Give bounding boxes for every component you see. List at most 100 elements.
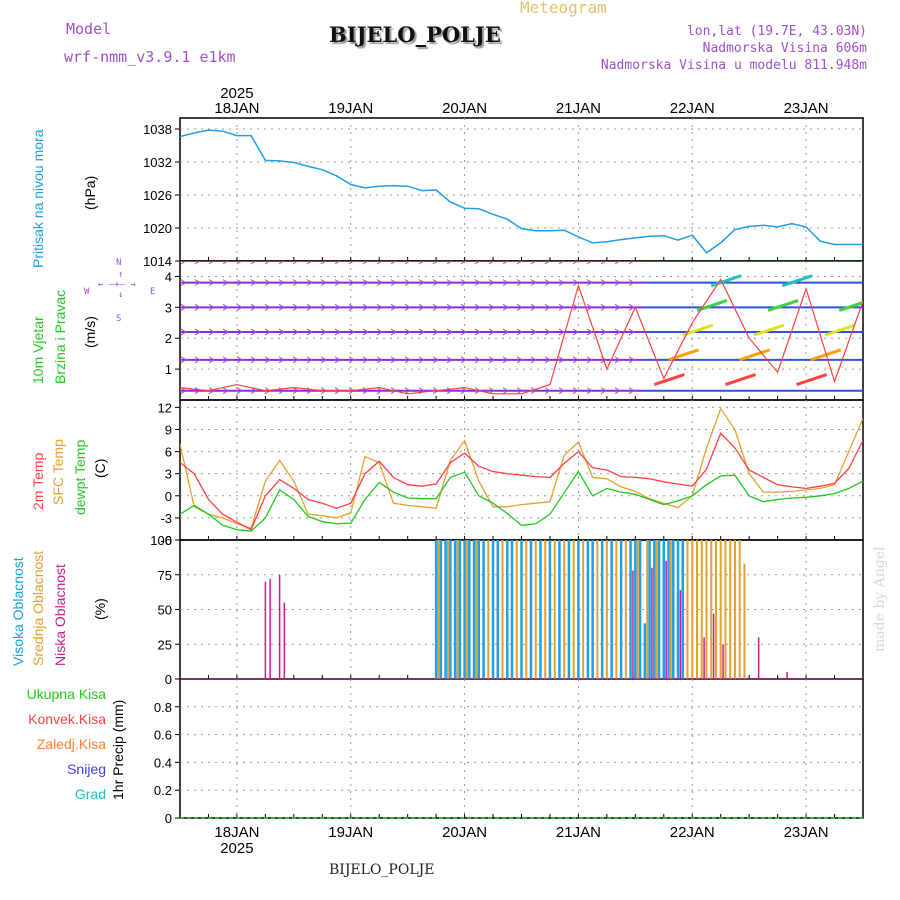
ytick-label-pressure: 1038 [143,122,172,137]
ytick-label-pressure: 1020 [143,221,172,236]
ytick-label-wind: 4 [165,269,172,284]
wind-arrow [194,303,201,311]
panel-frame-precip [179,678,864,819]
wind-arrow [446,303,453,311]
wind-rose-arrows: ↑ ← –+– → ↓ [98,270,136,300]
wind-gust-arrow [838,300,863,312]
wind-arrow [586,261,593,265]
ytick-label-pressure: 1014 [143,254,172,269]
wind-arrow [446,279,453,287]
wind-arrow [572,356,579,364]
wind-arrow [320,303,327,311]
year-label-top: 2025 [220,85,253,102]
wind-arrow [362,356,369,364]
app-title: Meteogram [520,0,607,17]
wind-arrow [264,356,271,364]
wind-arrow [488,261,495,265]
wind-arrow [180,303,187,311]
wind-arrow [306,328,313,336]
wind-arrow [334,279,341,287]
ytick-label-wind: 3 [165,300,172,315]
wind-arrow [474,356,481,364]
wind-arrow [558,303,565,311]
wind-arrow [516,303,523,311]
wind-arrow [292,303,299,311]
wind-arrow [600,328,607,336]
wind-arrow [614,279,621,287]
wind-gust-arrow [682,323,714,337]
wind-arrow [502,328,509,336]
wind-arrow [488,303,495,311]
ytick-label-temp: 9 [165,422,172,437]
wind-arrow [376,356,383,364]
wind-arrow [278,356,285,364]
wind-arrow [320,356,327,364]
wind-arrow [628,303,635,311]
wind-arrow [530,328,537,336]
wind-arrow [572,328,579,336]
wind-arrow [404,356,411,364]
pressure-line [180,129,863,254]
wind-arrow [208,279,215,287]
wind-arrow [222,356,229,364]
wind-arrow [334,356,341,364]
wind-gust-arrow [796,373,828,386]
wind-arrow [236,356,243,364]
wind-arrow [292,279,299,287]
day-label-bottom: 19JAN [328,824,373,841]
wind-arrow [586,328,593,336]
wind-gust-arrow [767,298,799,312]
wind-arrow [586,356,593,364]
wind-arrow [194,356,201,364]
precip-snow-label: Snijeg [67,761,106,777]
wind-arrow [460,261,467,265]
wind-arrow [544,387,551,395]
wind-arrow [502,356,509,364]
wind-gust-arrow [653,373,685,386]
wind-arrow [250,356,257,364]
wind-arrow [432,328,439,336]
wind-arrow [502,279,509,287]
ytick-label-cloud: 25 [158,637,172,652]
wind-arrow [320,279,327,287]
precip-total-label: Ukupna Kisa [26,686,106,702]
wind-arrow [292,356,299,364]
wind-arrow [362,261,369,265]
wind-arrow [334,261,341,265]
wind-arrow [306,261,313,265]
wind-arrow [376,303,383,311]
station-title: BIJELO_POLJE [329,22,501,47]
wind-arrow [334,328,341,336]
ytick-label-precip: 0.6 [154,728,172,743]
wind-arrow [586,303,593,311]
wind-arrow [208,356,215,364]
wind-arrow [614,261,621,265]
day-label-bottom: 18JAN [214,824,259,841]
ytick-label-temp: -3 [160,511,172,526]
wind-arrow [236,328,243,336]
wind-arrow [404,261,411,265]
wind-arrow [432,356,439,364]
wind-arrow [446,261,453,265]
wind-arrow [348,279,355,287]
wind-arrow [236,303,243,311]
wind-arrow [306,356,313,364]
day-label-bottom: 21JAN [556,824,601,841]
wind-arrow [362,303,369,311]
wind-arrow [460,356,467,364]
wind-arrow [572,279,579,287]
day-label-bottom: 22JAN [670,824,715,841]
precip-frz-label: Zaledj.Kisa [36,736,106,752]
wind-arrow [418,303,425,311]
wind-gust-arrow [739,348,771,362]
wind-arrow [488,328,495,336]
year-label-bottom: 2025 [220,840,253,857]
wind-arrow [222,387,229,395]
wind-arrow [446,356,453,364]
wind-arrow [278,261,285,265]
ytick-label-precip: 0.8 [154,700,172,715]
wind-arrow [418,279,425,287]
precip-grad-label: Grad [74,786,106,802]
wind-arrow [544,303,551,311]
wind-rose-s: S [116,314,122,324]
